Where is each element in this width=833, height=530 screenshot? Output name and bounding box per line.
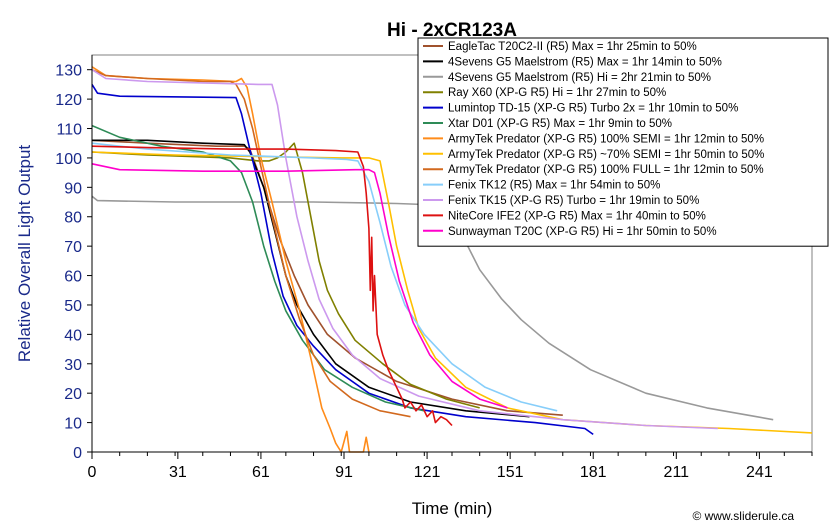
series-line-12: [91, 145, 453, 427]
series-line-13: [91, 163, 508, 409]
y-tick-label: 20: [64, 386, 82, 403]
x-tick-label: 181: [580, 464, 607, 481]
x-tick-label: 211: [664, 464, 690, 481]
y-tick-label: 60: [64, 269, 82, 286]
credit-text: © www.sliderule.ca: [692, 509, 794, 523]
y-tick-label: 110: [56, 122, 82, 139]
y-tick-label: 50: [64, 298, 82, 315]
x-tick-label: 241: [746, 464, 773, 481]
legend-entry: 4Sevens G5 Maelstrom (R5) Max = 1hr 14mi…: [448, 56, 722, 68]
series-line-3: [91, 195, 774, 421]
chart-title: Hi - 2xCR123A: [387, 20, 517, 41]
legend-entry: Ray X60 (XP-G R5) Hi = 1hr 27min to 50%: [448, 87, 666, 99]
legend-entry: Fenix TK12 (R5) Max = 1hr 54min to 50%: [448, 180, 660, 192]
y-tick-label: 120: [55, 92, 82, 109]
y-tick-label: 100: [55, 151, 82, 168]
series-line-5: [91, 83, 594, 436]
legend: EagleTac T20C2-II (R5) Max = 1hr 25min t…: [417, 37, 829, 247]
series-line-9: [91, 68, 411, 418]
legend-box: [417, 37, 829, 247]
y-tick-label: 40: [64, 327, 82, 344]
y-tick-label: 70: [64, 239, 82, 256]
legend-entry: ArmyTek Predator (XP-G R5) 100% SEMI = 1…: [448, 133, 764, 145]
x-tick-label: 31: [169, 464, 187, 481]
series-lines: [91, 66, 813, 453]
legend-entry: Sunwayman T20C (XP-G R5) Hi = 1hr 50min …: [448, 226, 717, 238]
legend-entry: Lumintop TD-15 (XP-G R5) Turbo 2x = 1hr …: [448, 103, 738, 115]
x-axis-title: Time (min): [412, 499, 493, 518]
legend-entry: NiteCore IFE2 (XP-G R5) Max = 1hr 40min …: [448, 210, 706, 222]
y-tick-label: 130: [55, 63, 82, 80]
series-line-10: [91, 142, 558, 412]
legend-entry: 4Sevens G5 Maelstrom (R5) Hi = 2hr 21min…: [448, 72, 711, 84]
y-tick-label: 30: [64, 357, 82, 374]
legend-entry: EagleTac T20C2-II (R5) Max = 1hr 25min t…: [448, 41, 697, 53]
x-tick-label: 91: [335, 464, 353, 481]
y-tick-label: 80: [64, 210, 82, 227]
series-line-11: [91, 69, 718, 430]
legend-entry: Fenix TK15 (XP-G R5) Turbo = 1hr 19min t…: [448, 195, 699, 207]
y-tick-label: 10: [64, 416, 82, 433]
y-tick-label: 90: [64, 180, 82, 197]
y-ticks: 0 10 20 30 40 50 60 70 80 90 100 110 120 130: [55, 63, 92, 462]
x-ticks: 0 31 61 91 121 151 181 211 241: [88, 452, 813, 481]
legend-entry: Xtar D01 (XP-G R5) Max = 1hr 9min to 50%: [448, 118, 672, 130]
x-tick-label: 61: [252, 464, 270, 481]
x-tick-label: 151: [497, 464, 524, 481]
legend-entry: ArmyTek Predator (XP-G R5) ~70% SEMI = 1…: [448, 149, 764, 161]
y-axis-title: Relative Overall Light Output: [15, 145, 34, 363]
y-tick-label: 0: [73, 445, 82, 462]
x-tick-label: 0: [88, 464, 97, 481]
x-tick-label: 121: [414, 464, 441, 481]
legend-entry: ArmyTek Predator (XP-G R5) 100% FULL = 1…: [448, 164, 764, 176]
